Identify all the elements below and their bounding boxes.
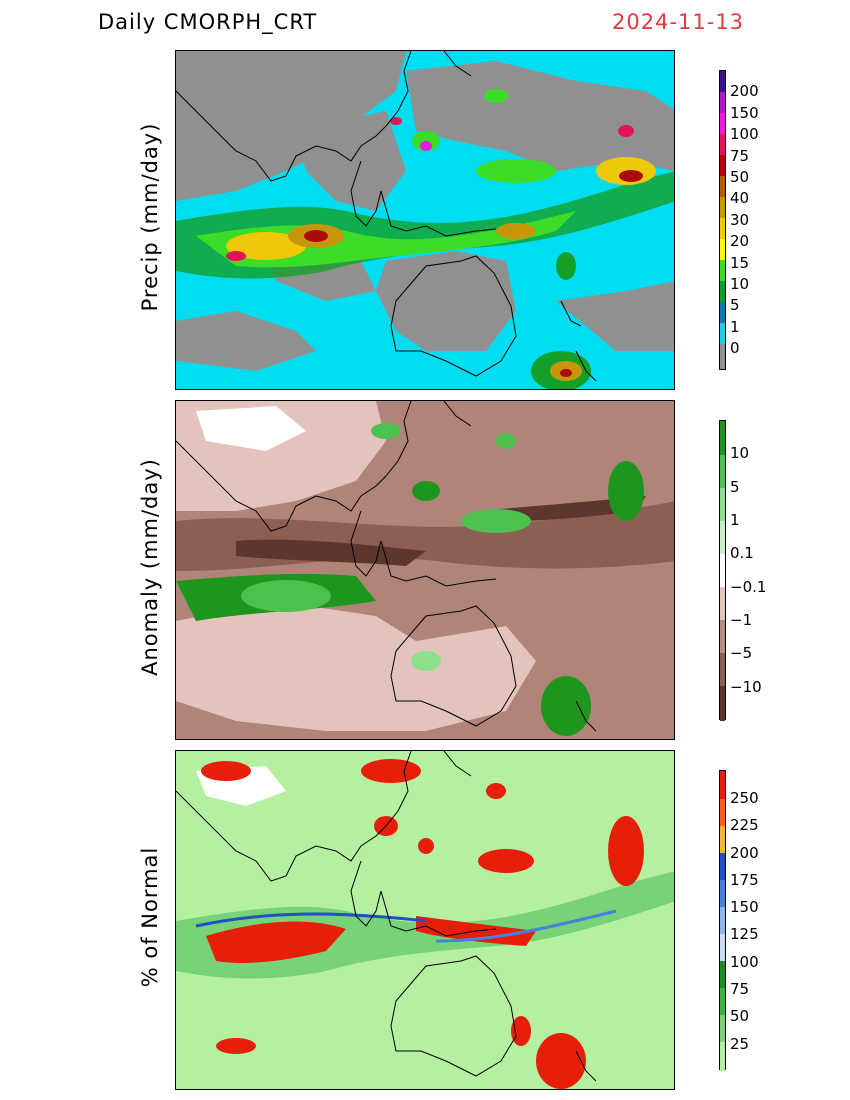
percent-tick: 100 <box>730 953 759 971</box>
percent-tick: 200 <box>730 844 759 862</box>
anomaly-tick: −10 <box>730 678 762 696</box>
precip-tick: 30 <box>730 211 750 229</box>
precip-tick: 1 <box>730 318 740 336</box>
percent-map <box>175 750 675 1090</box>
anomaly-map <box>175 400 675 740</box>
precip-map <box>175 50 675 390</box>
anomaly-map-canvas <box>176 401 674 739</box>
precip-axis-label: Precip (mm/day) <box>138 122 162 312</box>
anomaly-axis-label: Anomaly (mm/day) <box>138 458 162 676</box>
precip-tick: 200 <box>730 82 759 100</box>
precip-tick: 15 <box>730 254 750 272</box>
anomaly-tick: −0.1 <box>730 578 767 596</box>
anomaly-tick: 1 <box>730 511 740 529</box>
percent-tick: 125 <box>730 925 759 943</box>
precip-tick: 40 <box>730 189 750 207</box>
precip-tick: 75 <box>730 147 750 165</box>
percent-colorbar <box>719 770 726 1071</box>
precip-tick: 20 <box>730 232 750 250</box>
percent-tick: 75 <box>730 980 750 998</box>
percent-tick: 25 <box>730 1035 750 1053</box>
precip-tick: 5 <box>730 296 740 314</box>
anomaly-colorbar <box>719 420 726 721</box>
anomaly-tick: 10 <box>730 444 750 462</box>
percent-axis-label: % of Normal <box>138 846 162 988</box>
precip-tick: 50 <box>730 168 750 186</box>
percent-tick: 50 <box>730 1007 750 1025</box>
percent-tick: 175 <box>730 871 759 889</box>
precip-colorbar <box>719 70 726 370</box>
precip-map-canvas <box>176 51 674 389</box>
date-label: 2024-11-13 <box>612 10 745 34</box>
percent-tick: 250 <box>730 789 759 807</box>
precip-tick: 0 <box>730 339 740 357</box>
percent-tick: 225 <box>730 816 759 834</box>
percent-tick: 150 <box>730 898 759 916</box>
anomaly-tick: 5 <box>730 478 740 496</box>
anomaly-tick: −1 <box>730 611 753 629</box>
precip-tick: 150 <box>730 104 759 122</box>
product-title: Daily CMORPH_CRT <box>98 10 318 34</box>
precip-tick: 10 <box>730 275 750 293</box>
percent-map-canvas <box>176 751 674 1089</box>
anomaly-tick: −5 <box>730 644 753 662</box>
precip-tick: 100 <box>730 125 759 143</box>
anomaly-tick: 0.1 <box>730 544 754 562</box>
